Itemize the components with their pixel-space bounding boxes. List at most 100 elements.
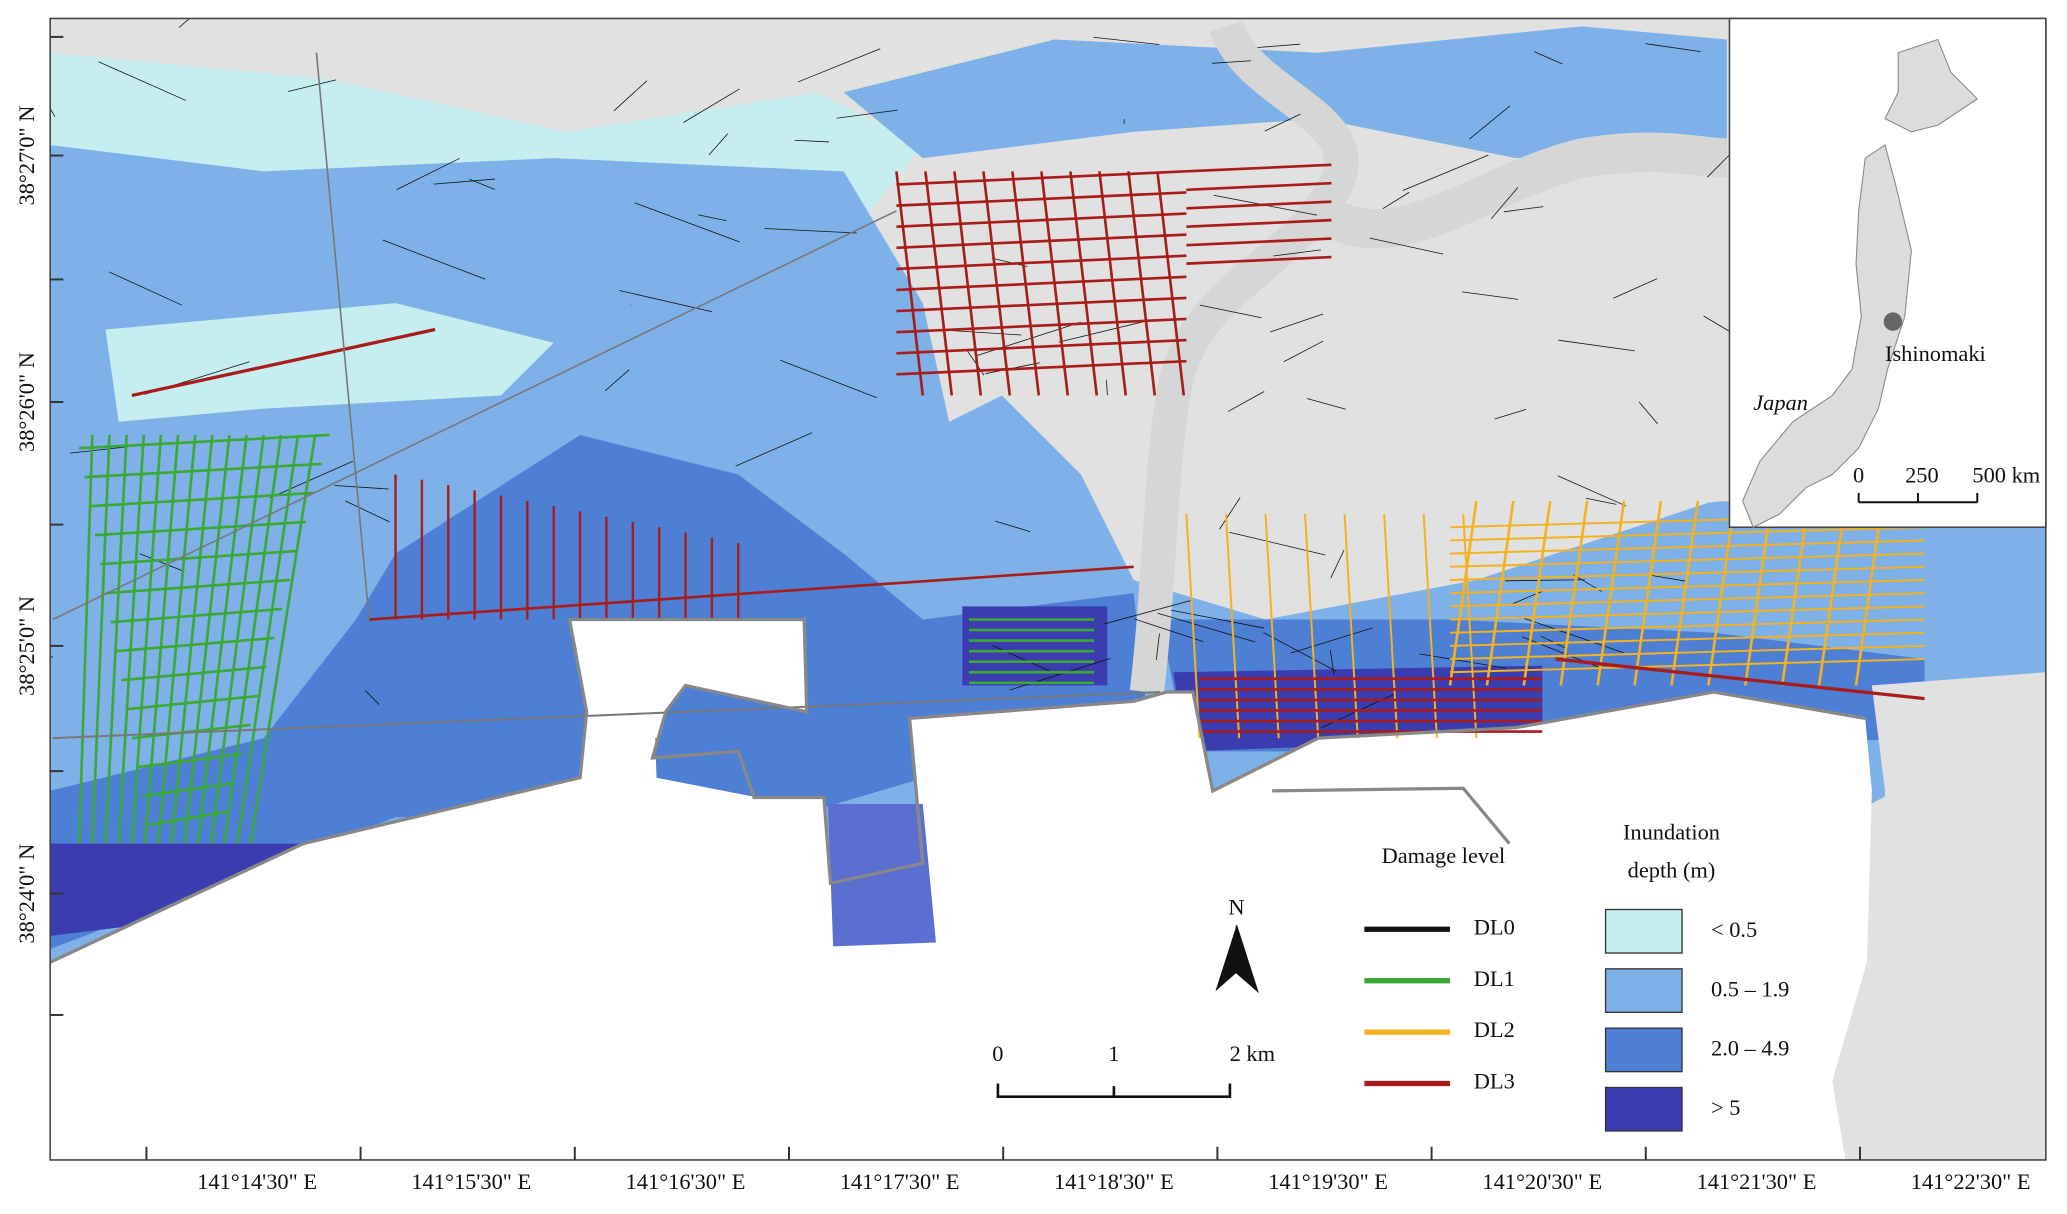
road	[1450, 578, 1925, 595]
road	[1519, 616, 1624, 654]
road	[1269, 313, 1324, 333]
depth-label: < 0.5	[1711, 917, 1757, 942]
road	[1638, 401, 1658, 425]
road	[121, 665, 267, 682]
ishinomaki-dot	[1883, 312, 1903, 331]
lon-label: 141°16'30" E	[626, 1169, 746, 1194]
road	[896, 233, 1187, 250]
map-frame	[49, 17, 2047, 1161]
road	[288, 79, 337, 92]
axes: 38°27'0" N 38°26'0" N 38°25'0" N 38°24'0" N…	[14, 35, 2031, 1194]
road	[836, 109, 898, 119]
road	[982, 171, 1012, 396]
road	[1382, 191, 1410, 210]
road	[995, 520, 1031, 532]
road	[315, 52, 370, 620]
road	[52, 691, 1161, 740]
road	[1854, 500, 1884, 686]
roads	[50, 18, 1925, 844]
road	[1264, 113, 1301, 132]
road	[139, 553, 183, 572]
road	[1170, 609, 1265, 629]
road	[1450, 552, 1925, 568]
road	[1559, 500, 1589, 686]
scale-label: 0	[992, 1041, 1003, 1066]
road	[1651, 574, 1686, 582]
road	[1186, 218, 1332, 229]
road	[1186, 163, 1332, 173]
road	[634, 202, 740, 243]
road	[1134, 618, 1204, 643]
road	[94, 520, 306, 537]
road	[1127, 171, 1157, 396]
road	[52, 210, 897, 621]
lon-label: 141°20'30" E	[1482, 1169, 1602, 1194]
depth-swatch	[1604, 908, 1683, 954]
road	[1557, 475, 1627, 507]
road	[369, 565, 1134, 621]
inset-country: Japan	[1753, 390, 1808, 415]
road	[1450, 605, 1925, 621]
road	[794, 139, 829, 143]
inset-scale-label: 500 km	[1972, 462, 2040, 487]
lon-label: 141°19'30" E	[1268, 1169, 1388, 1194]
road	[924, 171, 954, 396]
road	[895, 171, 925, 396]
inset: Ishinomaki Japan 0 250 500 km	[1728, 17, 2047, 529]
road	[1505, 579, 1585, 582]
road	[1263, 632, 1337, 672]
lon-label: 141°15'30" E	[411, 1169, 531, 1194]
road	[1450, 526, 1925, 542]
road	[708, 133, 729, 156]
road	[1093, 36, 1160, 45]
road	[780, 359, 877, 399]
lon-label: 141°17'30" E	[840, 1169, 960, 1194]
road	[98, 61, 187, 101]
road	[1402, 154, 1489, 191]
road	[178, 18, 191, 28]
road	[953, 171, 983, 396]
lat-label: 38°26'0" N	[14, 352, 39, 452]
road	[1290, 627, 1373, 654]
road	[1009, 658, 1111, 691]
road	[1212, 60, 1251, 64]
road	[334, 485, 389, 490]
inundation-pier	[827, 804, 936, 947]
sea	[50, 619, 1872, 1160]
road	[236, 434, 300, 844]
damage-label: DL0	[1474, 914, 1515, 939]
road	[108, 271, 183, 306]
road	[364, 690, 380, 705]
depth-swatch	[1604, 1086, 1683, 1132]
road	[1155, 633, 1160, 660]
road	[79, 433, 330, 450]
damage-legend-title: Damage level	[1382, 843, 1506, 868]
depth-legend-title: Inundation	[1623, 820, 1720, 845]
road	[604, 369, 630, 392]
road	[896, 317, 1187, 334]
north-arrow	[1235, 925, 1259, 994]
hokkaido	[1884, 38, 1979, 133]
north-label: N	[1228, 895, 1244, 920]
road	[345, 500, 390, 523]
road	[115, 636, 275, 653]
road	[1229, 531, 1326, 556]
road	[1185, 514, 1201, 739]
road	[613, 80, 648, 112]
road	[1186, 237, 1332, 247]
inset-place: Ishinomaki	[1885, 341, 1986, 366]
depth-swatch	[1604, 968, 1683, 1013]
road	[269, 460, 354, 499]
road	[170, 434, 214, 844]
inundation-very-deep	[962, 606, 1108, 686]
damage-label: DL3	[1474, 1069, 1515, 1094]
road	[156, 434, 197, 844]
road	[1219, 497, 1241, 530]
depth-legend-title: depth (m)	[1628, 858, 1716, 883]
lat-label: 38°25'0" N	[14, 596, 39, 696]
inset-scale-label: 250	[1905, 462, 1939, 487]
depth-swatch	[1604, 1027, 1683, 1073]
road	[1419, 653, 1507, 669]
road	[896, 191, 1187, 207]
